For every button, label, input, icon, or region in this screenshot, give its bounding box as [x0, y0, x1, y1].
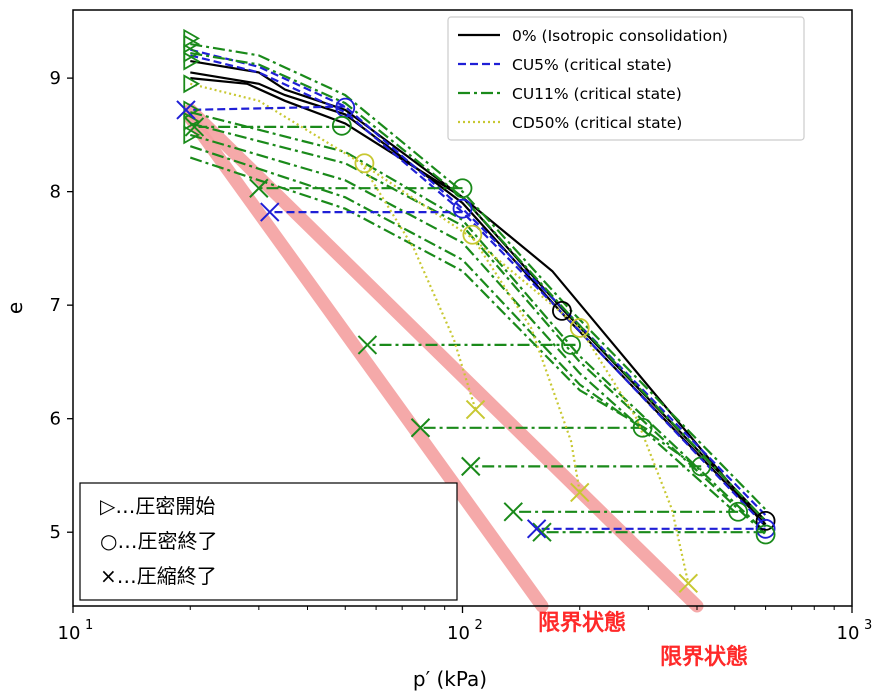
marker-key-compression: ×…圧縮終了 [100, 564, 217, 588]
start-marker-7 [183, 111, 201, 131]
end-marker-11 [691, 456, 712, 477]
legend: 0% (Isotropic consolidation) CU5% (critic… [447, 16, 805, 141]
x-tick-label: 10 [58, 623, 81, 644]
end-marker-5 [354, 153, 375, 174]
start-marker-5 [183, 74, 201, 94]
y-tick-label: 5 [50, 522, 61, 543]
start-marker-4 [183, 51, 201, 71]
compression-marker-12 [570, 482, 590, 503]
end-marker-14 [755, 518, 776, 539]
start-marker-2 [183, 34, 201, 54]
compression-marker-5 [357, 335, 378, 355]
end-marker-10 [632, 417, 653, 438]
consolidation-line-6 [190, 43, 767, 511]
legend-label-4: CD50% (critical state) [512, 114, 682, 132]
compression-marker-8 [461, 456, 481, 477]
end-marker-12 [728, 501, 748, 522]
end-marker-9 [569, 317, 590, 338]
x-tick-exponent: 1 [85, 618, 93, 633]
marker-key: ▷…圧密開始 ○…圧密終了 ×…圧縮終了 [79, 482, 458, 601]
marker-key-start: ▷…圧密開始 [100, 494, 215, 518]
consolidation-line-8 [190, 111, 767, 533]
shear-path-1 [190, 105, 346, 111]
consolidation-line-3 [190, 77, 767, 528]
compression-marker-2 [184, 117, 205, 137]
critical-state-bands [183, 103, 704, 613]
end-marker-4 [452, 198, 473, 219]
end-marker-3 [452, 178, 473, 199]
legend-label-2: CU5% (critical state) [512, 56, 672, 74]
y-tick-label: 7 [50, 295, 61, 316]
critical-state-line-2 [183, 103, 704, 613]
legend-box [447, 16, 805, 141]
compression-marker-10 [532, 522, 552, 542]
marker-key-box [79, 482, 458, 601]
marker-key-end: ○…圧密終了 [100, 529, 217, 553]
y-tick-label: 9 [50, 68, 61, 89]
legend-label-1: 0% (Isotropic consolidation) [512, 27, 728, 45]
shear-path-11 [360, 162, 477, 410]
compression-marker-3 [260, 202, 280, 222]
x-tick-exponent: 3 [864, 618, 872, 633]
end-marker-2 [331, 115, 352, 136]
x-tick-exponent: 2 [475, 618, 483, 633]
y-tick-label: 8 [50, 182, 61, 203]
x-axis-label: p′ (kPa) [413, 667, 487, 691]
compression-marker-6 [410, 418, 431, 438]
axis-ticks: 5 6 7 8 9 10 1 10 2 10 3 [50, 68, 872, 644]
end-marker-6 [462, 224, 483, 245]
shear-path-13 [578, 327, 690, 584]
y-axis-label: e [3, 302, 27, 314]
end-marker-8 [561, 334, 581, 355]
critical-state-line-1 [183, 111, 549, 613]
end-marker-7 [552, 300, 572, 321]
compression-marker-4 [249, 178, 269, 198]
x-tick-label: 10 [837, 623, 860, 644]
consolidation-line-7 [190, 52, 767, 522]
consolidation-line-5 [190, 54, 767, 528]
legend-label-3: CU11% (critical state) [512, 85, 682, 103]
consolidation-line-11 [189, 145, 702, 471]
x-tick-label: 10 [447, 623, 470, 644]
compression-marker-1 [176, 100, 196, 120]
y-tick-label: 6 [50, 409, 61, 430]
end-marker-13 [755, 510, 776, 531]
data-series [189, 43, 767, 584]
consolidation-line-12 [189, 156, 649, 431]
shear-path-12 [469, 234, 581, 493]
compression-marker-9 [503, 502, 523, 522]
critical-state-label-2: 限界状態 [660, 644, 748, 670]
compression-marker-13 [678, 573, 699, 594]
critical-state-label-1: 限界状態 [538, 610, 626, 636]
data-markers [176, 28, 776, 594]
compression-marker-7 [465, 399, 486, 420]
compression-marker-11 [526, 519, 547, 539]
end-marker-15 [755, 524, 776, 545]
